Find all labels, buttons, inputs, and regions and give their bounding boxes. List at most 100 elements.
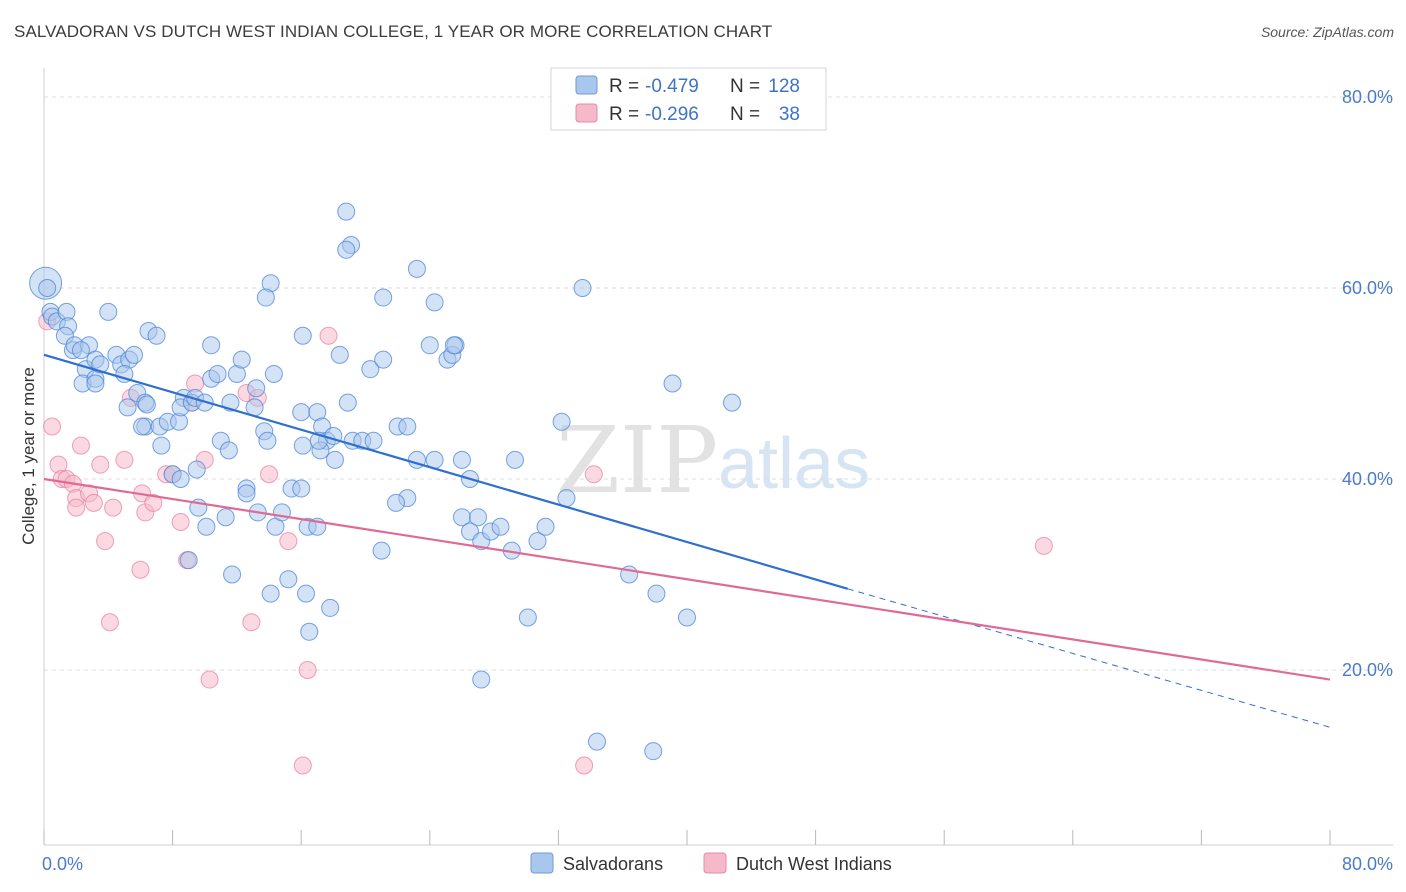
salvadoran-point-79 [338,393,357,412]
salvadoran-point-45 [232,350,251,369]
salvadoran-point-109 [321,598,340,617]
salvadorans-trend-line [43,353,849,590]
salvadoran-point-22 [125,345,144,364]
legend-swatch-dutch [575,103,598,123]
salvadoran-point-124 [518,608,537,627]
dutch-point-11 [91,455,110,474]
salvadoran-point-58 [197,517,216,536]
legend-n-label-1: N = [730,76,760,97]
salvadoran-point-18 [99,302,118,321]
dutch-point-18 [131,560,150,579]
salvadoran-point-96 [407,259,426,278]
dutch-point-19 [144,493,163,512]
bottom-legend-label-dutch: Dutch West Indians [736,854,892,874]
salvadoran-point-83 [361,360,380,379]
salvadoran-point-94 [425,293,444,312]
bottom-legend-label-salvadorans: Salvadorans [563,854,663,874]
dutch-point-39 [1034,536,1053,555]
dutch-point-29 [260,465,279,484]
salvadoran-point-78 [330,345,349,364]
salvadoran-point-93 [444,336,463,355]
legend-n-label-2: N = [730,104,760,125]
salvadoran-point-116 [469,508,488,527]
salvadoran-point-110 [300,622,319,641]
salvadoran-point-132 [723,393,742,412]
tick-labels: 80.0% 60.0% 40.0% 20.0% 0.0% 80.0% [42,87,1393,874]
dutch-trend-line [43,477,1331,681]
dutch-point-37 [575,756,594,775]
legend-n-value-2: 38 [779,104,800,125]
dutch-point-12 [96,532,115,551]
legend-r-label-2: R = [609,104,639,125]
salvadoran-point-133 [472,670,491,689]
salvadoran-point-95 [420,336,439,355]
salvadoran-point-77 [324,427,343,446]
y-tick-label-0: 80.0% [1342,87,1393,107]
salvadoran-point-122 [505,450,524,469]
salvadoran-point-52 [219,441,238,460]
salvadoran-point-99 [372,541,391,560]
dutch-point-13 [104,498,123,517]
dutch-point-14 [115,450,134,469]
watermark-atlas: atlas [718,424,870,504]
dutch-point-8 [71,436,90,455]
legend-n-value-1: 128 [768,76,800,97]
salvadoran-point-85 [374,350,393,369]
salvadoran-point-123 [528,532,547,551]
salvadoran-point-126 [552,412,571,431]
salvadoran-point-107 [261,584,280,603]
salvadoran-point-11 [71,341,90,360]
salvadoran-point-108 [297,584,316,603]
y-tick-label-2: 40.0% [1342,469,1393,489]
salvadoran-point-111 [223,565,242,584]
bottom-legend: Salvadorans Dutch West Indians [530,852,892,874]
trend-lines [43,353,1331,728]
dutch-point-35 [200,670,219,689]
dutch-point-34 [242,613,261,632]
salvadoran-point-131 [678,608,696,627]
salvadoran-point-55 [171,470,190,488]
salvadoran-point-16 [91,355,110,374]
bottom-legend-swatch-salvadorans [530,852,554,874]
x-tick-label-0: 0.0% [42,854,83,874]
dutch-point-36 [293,756,312,775]
salvadoran-point-73 [325,450,344,469]
salvadoran-point-75 [293,436,312,455]
chart-title: SALVADORAN VS DUTCH WEST INDIAN COLLEGE,… [14,22,773,41]
salvadoran-point-84 [374,288,393,307]
top-legend: R = -0.479 N = 128 R = -0.296 N = 38 [550,67,827,131]
axes [43,68,1393,846]
salvadoran-point-136 [557,489,576,508]
legend-r-label-1: R = [609,76,639,97]
salvadoran-point-24 [147,326,166,345]
dutch-point-7 [67,498,86,517]
legend-swatch-salvadorans [575,75,598,95]
salvadoran-point-112 [179,551,198,570]
source-label: Source: ZipAtlas.com [1260,24,1394,40]
dutch-point-33 [100,613,119,632]
salvadoran-point-50 [258,431,277,450]
salvadoran-point-106 [279,570,298,589]
salvadorans-trend-extension [847,588,1331,728]
salvadoran-point-129 [647,584,666,603]
salvadoran-point-1 [38,279,57,297]
dutch-point-22 [171,512,190,531]
salvadoran-point-41 [208,364,227,383]
salvadoran-point-69 [292,403,311,422]
dutch-point-38 [584,465,603,484]
salvadoran-point-130 [663,374,682,393]
dutch-point-31 [298,661,317,679]
salvadoran-point-17 [86,374,105,393]
salvadoran-point-48 [264,364,283,383]
salvadoran-point-56 [152,436,171,455]
y-axis-label: College, 1 year or more [19,367,38,545]
y-tick-label-1: 60.0% [1342,278,1393,298]
salvadoran-point-59 [216,508,235,527]
salvadoran-point-101 [337,240,356,259]
salvadoran-point-135 [644,742,663,761]
salvadoran-point-61 [237,484,256,503]
salvadoran-point-127 [573,279,592,297]
dutch-point-32 [319,326,338,345]
salvadoran-point-64 [272,503,291,522]
